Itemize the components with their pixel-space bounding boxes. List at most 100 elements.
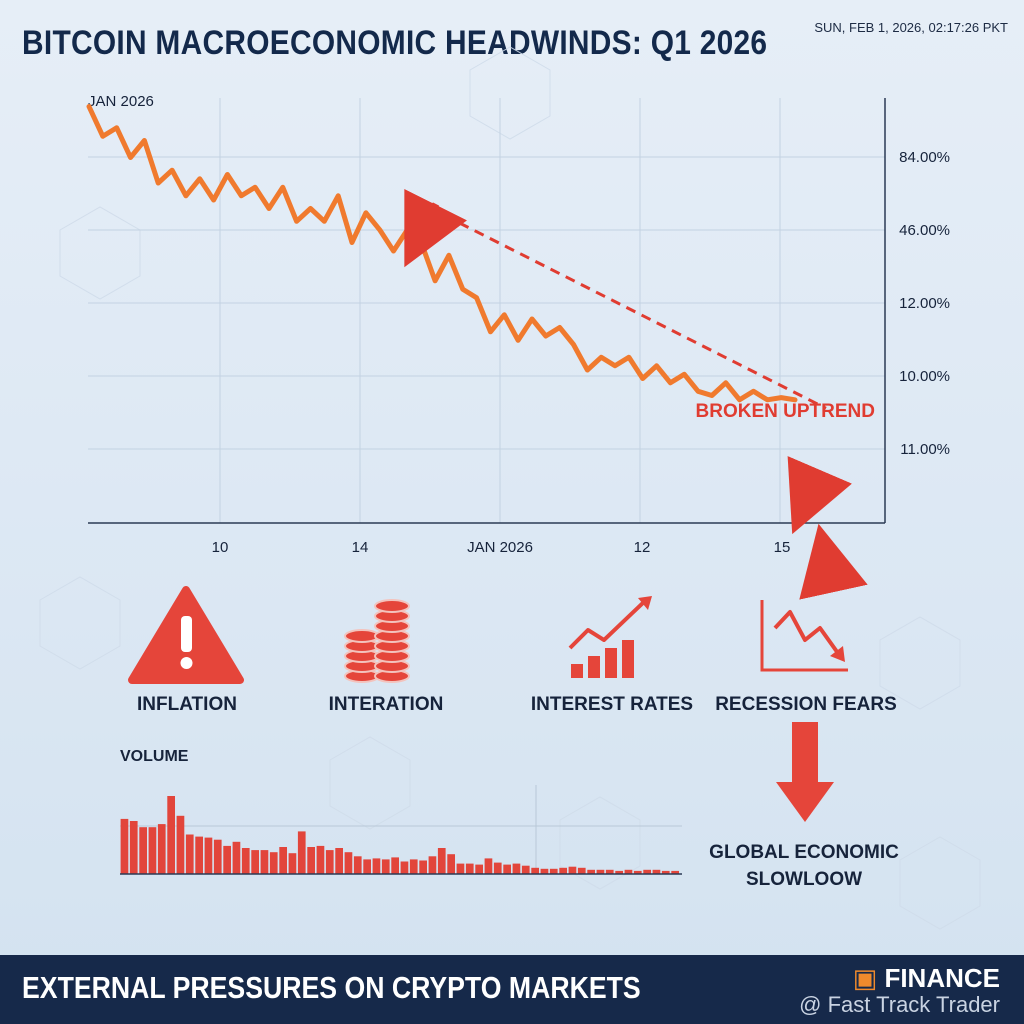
x-tick-labels: 10 14 JAN 2026 12 15 (212, 539, 791, 556)
volume-bar (251, 850, 259, 874)
volume-bar (139, 827, 147, 874)
volume-bar (129, 821, 138, 874)
volume-bar (325, 850, 334, 874)
volume-bar (577, 867, 586, 874)
brand-name: FINANCE (884, 963, 1000, 993)
volume-bar (568, 866, 577, 874)
volume-bar-chart: VOLUME (120, 748, 682, 875)
volume-bar (269, 852, 278, 874)
coin-stacks-icon (344, 599, 410, 683)
falling-line-chart-icon (760, 600, 848, 672)
factor-interest-rates: INTEREST RATES (531, 596, 693, 715)
warning-triangle-icon (128, 586, 244, 684)
brand-handle: @ Fast Track Trader (799, 992, 1000, 1017)
rising-bar-chart-icon (568, 596, 652, 678)
y-tick-label: 10.00% (899, 368, 950, 385)
trend-start-arrow-icon (404, 189, 467, 268)
price-line-chart: JAN 2026 84.00%46.00%12.00%10.00%11.00% … (86, 93, 950, 600)
volume-bar (335, 848, 343, 874)
brand-logo: ▣ FINANCE (799, 963, 1000, 994)
price-series-line (86, 104, 798, 403)
volume-bar (559, 867, 567, 874)
chart-grid (88, 98, 885, 523)
y-tick-label: 12.00% (899, 295, 950, 312)
brand-watermark: ▣ FINANCE @ Fast Track Trader (799, 963, 1000, 1018)
volume-bar (288, 853, 297, 874)
volume-bar (260, 850, 269, 874)
volume-bar (503, 864, 511, 874)
y-tick-label: 84.00% (899, 149, 950, 166)
volume-bar (447, 854, 455, 874)
footer-bar: EXTERNAL PRESSURES ON CRYPTO MARKETS ▣ F… (0, 955, 1024, 1024)
brand-mark-icon: ▣ (852, 963, 885, 993)
volume-bar (279, 847, 287, 874)
volume-bar (241, 848, 250, 874)
down-arrow-icon (776, 722, 834, 822)
volume-bar (521, 865, 530, 874)
outcome-line-2: SLOWLOOW (746, 869, 862, 890)
volume-bar (213, 839, 222, 874)
volume-bar (484, 858, 493, 874)
factor-label: INTEREST RATES (531, 694, 693, 715)
volume-bar (652, 869, 661, 874)
infographic-canvas: JAN 2026 84.00%46.00%12.00%10.00%11.00% … (39, 46, 981, 930)
volume-bar (297, 831, 306, 874)
volume-chart-title: VOLUME (120, 748, 189, 765)
volume-bar (587, 869, 595, 874)
volume-bar (624, 869, 633, 874)
broken-uptrend-line (413, 198, 827, 410)
chart-corner-label: JAN 2026 (88, 93, 154, 110)
volume-bar (120, 818, 129, 874)
volume-bar (633, 870, 642, 874)
x-tick-label: 12 (634, 539, 651, 556)
x-tick-label: 15 (774, 539, 791, 556)
volume-bar (363, 859, 371, 874)
volume-bar (307, 847, 315, 874)
page-title: BITCOIN MACROECONOMIC HEADWINDS: Q1 2026 (22, 24, 768, 62)
volume-bar (437, 848, 446, 874)
volume-bar (456, 863, 465, 874)
breakdown-up-arrow-icon (799, 523, 868, 600)
factor-label: INFLATION (137, 694, 237, 715)
volume-bar (643, 869, 651, 874)
volume-bar (204, 837, 213, 874)
volume-bar (661, 870, 670, 874)
x-tick-label: JAN 2026 (467, 539, 533, 556)
volume-bar (344, 852, 353, 874)
hexagon-pattern (39, 46, 981, 930)
volume-bar (400, 861, 409, 874)
volume-bar (419, 860, 427, 874)
volume-bar (167, 796, 175, 874)
x-tick-label: 10 (212, 539, 229, 556)
timestamp: SUN, FEB 1, 2026, 02:17:26 PKT (814, 20, 1008, 35)
volume-bar (531, 867, 539, 874)
volume-bar (428, 856, 437, 874)
volume-bar (512, 863, 521, 874)
volume-bar (176, 815, 185, 874)
y-tick-label: 11.00% (900, 441, 950, 458)
factor-label: RECESSION FEARS (715, 694, 897, 715)
volume-bar (372, 858, 381, 874)
volume-bar (615, 870, 623, 874)
volume-bar (157, 824, 166, 874)
volume-bar (493, 862, 502, 874)
volume-bar (409, 859, 418, 874)
broken-uptrend-annotation: BROKEN UPTREND (696, 401, 875, 422)
volume-bar (223, 845, 231, 874)
volume-bar (475, 864, 483, 874)
volume-bar (549, 868, 558, 874)
y-tick-label: 46.00% (899, 222, 950, 239)
volume-bar (391, 857, 399, 874)
volume-bar (185, 834, 194, 874)
footer-title: EXTERNAL PRESSURES ON CRYPTO MARKETS (22, 970, 641, 1005)
volume-bar (540, 868, 549, 874)
volume-bar (605, 869, 614, 874)
volume-bar (195, 836, 203, 874)
breakdown-arrow-icon (787, 456, 852, 535)
volume-bar (148, 827, 157, 874)
volume-bar (381, 859, 390, 874)
factor-interation: INTERATION (329, 599, 443, 715)
volume-bar (353, 856, 362, 874)
y-tick-labels: 84.00% 46.00% 12.00% 10.00% 11.00% (899, 149, 950, 458)
